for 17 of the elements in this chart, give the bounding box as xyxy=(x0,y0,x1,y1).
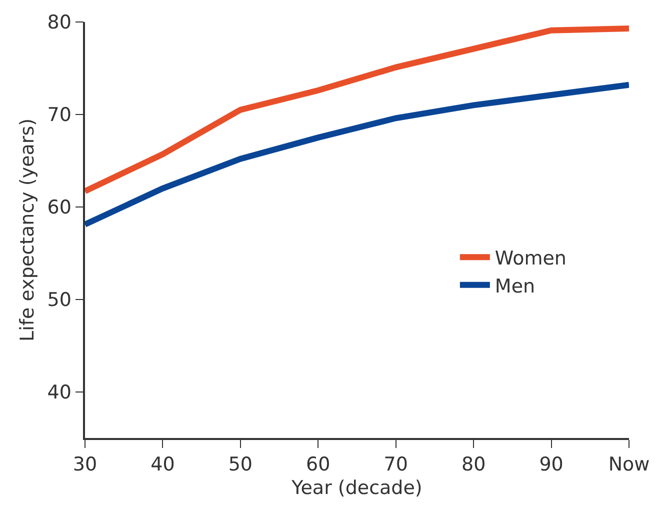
y-axis-title: Life expectancy (years) xyxy=(16,118,39,342)
x-tick-label: 70 xyxy=(384,454,408,476)
y-tick-label: 70 xyxy=(47,104,72,126)
x-tick-label: 60 xyxy=(306,454,330,476)
x-axis-title: Year (decade) xyxy=(290,476,422,499)
x-tick-label: 30 xyxy=(72,454,98,476)
y-tick-label: 50 xyxy=(47,288,72,311)
y-tick-label: 40 xyxy=(47,381,72,404)
legend-label: Men xyxy=(494,275,536,298)
y-tick-label: 60 xyxy=(47,196,72,219)
x-tick-label: Now xyxy=(608,454,650,476)
x-tick-label: 80 xyxy=(461,454,486,476)
x-tick-label: 40 xyxy=(150,454,175,476)
x-tick-label: 90 xyxy=(539,454,564,476)
legend-label: Women xyxy=(494,248,566,270)
y-tick-label: 80 xyxy=(47,12,72,34)
x-tick-label: 50 xyxy=(228,454,253,476)
